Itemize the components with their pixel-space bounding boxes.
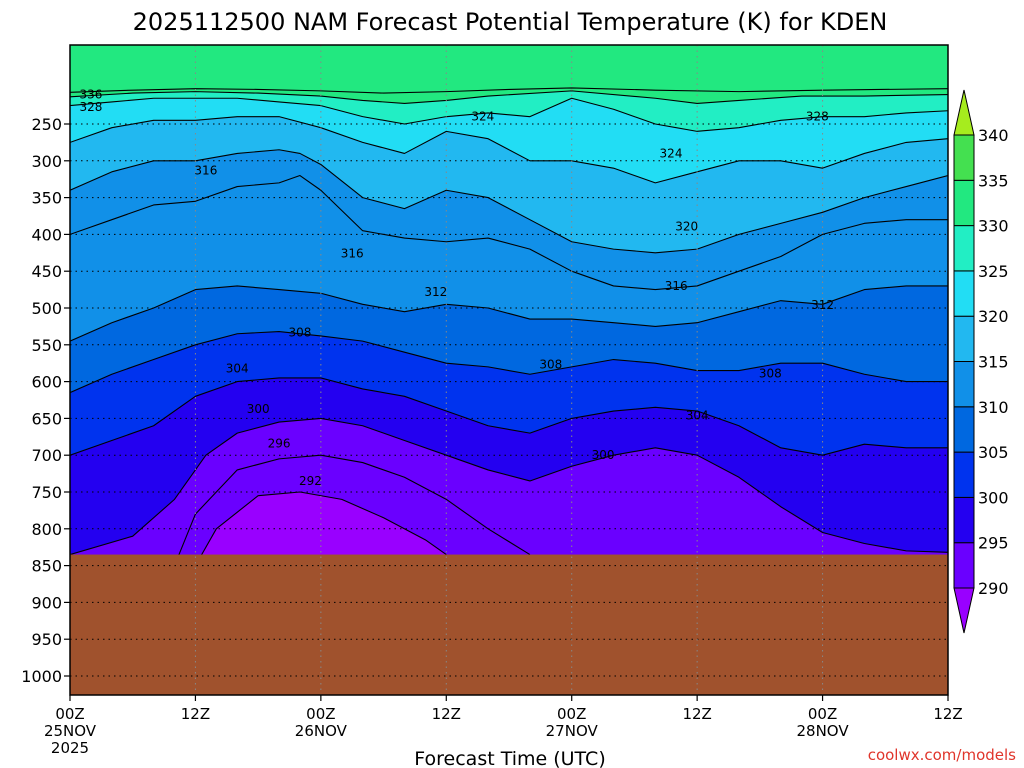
y-tick-label-650: 650 [31, 409, 62, 428]
contour-324 [70, 116, 948, 184]
contour-label-300: 300 [592, 448, 615, 462]
x-axis-label: Forecast Time (UTC) [414, 748, 605, 768]
colorbar-label-325: 325 [978, 262, 1009, 281]
y-tick-label-850: 850 [31, 557, 62, 576]
contour-label-308: 308 [288, 325, 311, 339]
colorbar-label-310: 310 [978, 398, 1009, 417]
y-tick-label-250: 250 [31, 115, 62, 134]
contour-332 [70, 90, 948, 104]
contour-296 [174, 454, 531, 566]
chart-title: 2025112500 NAM Forecast Potential Temper… [133, 8, 888, 36]
contour-328 [70, 97, 948, 132]
contour-316 [70, 174, 948, 291]
x-tick-label: 12Z [682, 705, 711, 723]
colorbar-segment-320 [953, 270, 975, 317]
x-tick-label: 00Z [557, 705, 586, 723]
y-tick-label-950: 950 [31, 630, 62, 649]
y-tick-label-500: 500 [31, 299, 62, 318]
contour-label-308: 308 [759, 367, 782, 381]
contour-label-308: 308 [539, 358, 562, 372]
contour-label-292: 292 [299, 474, 322, 488]
y-axis: 250 300 350 400 450 500 550 600 650 700 750 800 850 9… [21, 115, 70, 686]
contour-312 [70, 285, 948, 342]
x-tick-label: 00Z [55, 705, 84, 723]
y-tick-label-700: 700 [31, 446, 62, 465]
colorbar-label-335: 335 [978, 171, 1009, 190]
contour-label-328: 328 [806, 110, 829, 124]
x-tick-label: 00Z [306, 705, 335, 723]
colorbar-segment-295 [953, 496, 975, 544]
x-tick-label: 12Z [933, 705, 962, 723]
colorbar-label-340: 340 [978, 126, 1009, 145]
contour-label-320: 320 [675, 219, 698, 233]
credit-text: coolwx.com/models [868, 746, 1016, 764]
contour-308 [70, 331, 948, 394]
contour-label-312: 312 [424, 285, 447, 299]
colorbar: 290 295 300 305 310 315 320 325 330 335 340 [953, 89, 1009, 634]
colorbar-arrow-high [953, 89, 975, 136]
x-tick-year: 2025 [51, 739, 89, 757]
plot-frame [69, 44, 949, 696]
contour-292 [194, 491, 447, 566]
colorbar-segment-335 [953, 134, 975, 181]
colorbar-segment-315 [953, 315, 975, 363]
contour-label-316: 316 [341, 247, 364, 261]
contour-label-304: 304 [686, 408, 709, 422]
x-tick-date: 28NOV [797, 722, 850, 740]
grid-lines [70, 45, 948, 695]
y-tick-label-600: 600 [31, 373, 62, 392]
colorbar-segment-325 [953, 225, 975, 272]
contour-336 [70, 87, 948, 94]
contour-label-296: 296 [268, 436, 291, 450]
y-tick-label-800: 800 [31, 520, 62, 539]
contour-label-316: 316 [194, 163, 217, 177]
ground-fill [70, 554, 948, 695]
contour-label-328: 328 [79, 100, 102, 114]
contour-label-312: 312 [811, 298, 834, 312]
y-tick-label-900: 900 [31, 593, 62, 612]
contour-label-324: 324 [471, 110, 494, 124]
y-tick-label-750: 750 [31, 483, 62, 502]
colorbar-segment-330 [953, 179, 975, 227]
contour-300 [70, 417, 948, 556]
colorbar-label-300: 300 [978, 488, 1009, 507]
colorbar-segment-300 [953, 451, 975, 498]
y-tick-label-450: 450 [31, 262, 62, 281]
y-tick-label-550: 550 [31, 336, 62, 355]
colorbar-label-315: 315 [978, 353, 1009, 372]
x-tick-label: 00Z [808, 705, 837, 723]
y-tick-label-1000: 1000 [21, 667, 62, 686]
contour-304 [70, 377, 948, 456]
colorbar-label-305: 305 [978, 443, 1009, 462]
y-tick-label-400: 400 [31, 225, 62, 244]
x-tick-date: 25NOV [44, 722, 97, 740]
colorbar-label-320: 320 [978, 307, 1009, 326]
x-tick-date: 27NOV [546, 722, 599, 740]
colorbar-segment-305 [953, 406, 975, 453]
contour-label-336: 336 [79, 88, 102, 102]
y-tick-label-300: 300 [31, 152, 62, 171]
x-tick-date: 26NOV [295, 722, 348, 740]
colorbar-arrow-low [953, 587, 975, 634]
contour-label-304: 304 [226, 361, 249, 375]
contour-label-300: 300 [247, 402, 270, 416]
x-tick-label: 12Z [181, 705, 210, 723]
colorbar-label-290: 290 [978, 579, 1009, 598]
ground-layer [70, 554, 948, 695]
colorbar-label-330: 330 [978, 217, 1009, 236]
colorbar-segment-290 [953, 542, 975, 589]
x-tick-label: 12Z [432, 705, 461, 723]
colorbar-label-295: 295 [978, 534, 1009, 553]
contour-label-324: 324 [660, 146, 683, 160]
colorbar-segment-310 [953, 361, 975, 408]
contour-label-316: 316 [665, 279, 688, 293]
y-tick-label-350: 350 [31, 189, 62, 208]
